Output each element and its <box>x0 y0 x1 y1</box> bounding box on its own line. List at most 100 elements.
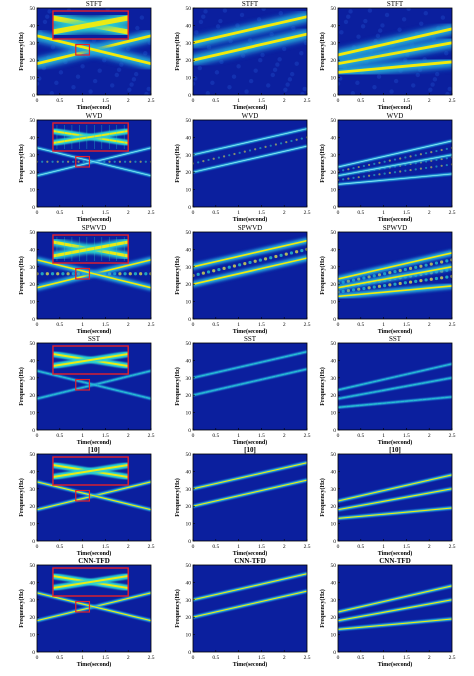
x-tick-label: 1.5 <box>403 322 410 328</box>
cross-term-dot <box>408 266 413 270</box>
tick-labels: 0 0.5 1 1.5 2 2.5 0 10 20 30 40 50 <box>30 118 155 216</box>
noise-speckle <box>139 15 145 20</box>
ridge-component-2 <box>338 37 452 69</box>
x-tick-label: 2 <box>283 433 286 439</box>
y-tick-label: 10 <box>30 188 36 194</box>
y-tick-label: 20 <box>186 170 192 176</box>
noise-speckle <box>218 18 223 24</box>
x-tick-label: 2.5 <box>449 655 456 661</box>
cross-term-dot <box>445 259 449 263</box>
cross-term-dot <box>434 276 439 281</box>
panel-title: SPWVD <box>383 224 408 232</box>
cross-term-dot <box>440 164 443 167</box>
cross-term-dot <box>398 281 402 286</box>
y-tick-label: 20 <box>331 504 337 510</box>
x-tick-label: 0 <box>337 655 340 661</box>
cross-term-dot <box>435 165 438 168</box>
cross-term-dot <box>300 248 304 253</box>
cross-term-dot <box>440 276 444 280</box>
y-tick-label: 50 <box>30 6 36 12</box>
cross-term-dot <box>414 279 418 283</box>
tick-labels: 0 0.5 1 1.5 2 2.5 0 10 20 30 40 50 <box>30 563 155 661</box>
cross-term-dot <box>274 254 278 259</box>
panel-1-3: STFT 0 0.5 1 1.5 2 2.5 0 10 20 30 40 50 Time(second) F… <box>319 0 456 111</box>
y-axis-label: Frequency(Hz) <box>319 32 326 71</box>
y-tick-label: 20 <box>331 58 337 64</box>
y-tick-label: 10 <box>30 522 36 528</box>
cross-term-dot <box>362 164 366 168</box>
noise-speckle <box>350 91 356 95</box>
cross-term-dot <box>362 175 366 178</box>
noise-speckle <box>126 46 131 52</box>
noise-speckle <box>261 8 266 12</box>
x-tick-label: 0.5 <box>212 98 219 104</box>
y-tick-label: 40 <box>30 23 36 29</box>
noise-speckle <box>272 67 278 72</box>
x-tick-label: 1.5 <box>403 210 410 216</box>
cross-term-dot <box>362 276 366 280</box>
y-tick-label: 40 <box>186 469 192 475</box>
noise-speckle <box>147 40 151 45</box>
x-axis-label: Time(second) <box>378 216 413 223</box>
noise-speckle <box>445 91 450 95</box>
cross-term-dot <box>279 142 283 145</box>
x-tick-label: 2.5 <box>304 655 311 661</box>
x-tick-label: 2 <box>428 322 431 328</box>
x-tick-label: 2.5 <box>148 544 155 550</box>
cross-term-dot <box>238 151 241 154</box>
cross-term-dot <box>248 149 252 152</box>
y-tick-label: 40 <box>30 135 36 141</box>
tick-labels: 0 0.5 1 1.5 2 2.5 0 10 20 30 40 50 <box>30 6 155 104</box>
inset-ridge-core <box>52 575 129 589</box>
cross-term-dot <box>139 272 143 276</box>
ridge-component-2 <box>193 350 307 380</box>
noise-speckle <box>227 84 232 90</box>
cross-term-dot <box>51 160 54 163</box>
cross-term-dot <box>414 168 417 171</box>
noise-speckle <box>210 80 215 86</box>
noise-speckle <box>116 67 122 72</box>
x-tick-label: 1.5 <box>102 98 109 104</box>
ridge-component-3 <box>338 473 452 503</box>
x-tick-label: 2.5 <box>148 433 155 439</box>
cross-term-dot <box>71 272 75 276</box>
heatmap-plot-area <box>193 127 307 174</box>
panel-6-2: CNN-TFD 0 0.5 1 1.5 2 2.5 0 10 20 30 40 50 Time(secon… <box>174 557 311 668</box>
cross-term-dot <box>373 162 376 165</box>
y-tick-label: 40 <box>186 580 192 586</box>
y-tick-label: 10 <box>331 411 337 417</box>
y-tick-label: 10 <box>331 300 337 306</box>
x-tick-label: 1.5 <box>258 655 265 661</box>
x-tick-label: 1.5 <box>258 433 265 439</box>
cross-term-dot <box>383 160 386 163</box>
heatmap-plot-area <box>338 249 452 300</box>
x-axis-label: Time(second) <box>378 104 413 111</box>
x-tick-label: 0.5 <box>212 544 219 550</box>
noise-speckle <box>411 83 416 88</box>
cross-term-dot <box>300 137 303 140</box>
cross-term-dot <box>424 278 428 282</box>
tick-labels: 0 0.5 1 1.5 2 2.5 0 10 20 30 40 50 <box>331 563 456 661</box>
zoom-region-box <box>75 267 91 280</box>
x-axis-label: Time(second) <box>233 550 268 557</box>
x-axis-label: Time(second) <box>378 661 413 668</box>
cross-term-dot <box>61 272 65 276</box>
noise-speckle <box>294 61 299 66</box>
cross-term-dot <box>202 160 205 163</box>
x-axis-label: Time(second) <box>77 216 112 223</box>
y-tick-label: 0 <box>333 650 336 656</box>
noise-speckle <box>247 37 253 43</box>
x-tick-label: 1 <box>382 98 385 104</box>
noise-speckle <box>235 23 240 28</box>
noise-speckle <box>406 8 411 12</box>
y-tick-label: 10 <box>186 188 192 194</box>
y-tick-label: 30 <box>186 598 192 604</box>
zoom-inset-frame <box>52 234 129 264</box>
heatmap-plot-area <box>37 369 151 400</box>
y-tick-label: 10 <box>331 522 337 528</box>
cross-term-dot <box>424 166 428 170</box>
zoom-region-box <box>75 600 91 613</box>
panel-2-3: WVD 0 0.5 1 1.5 2 2.5 0 10 20 30 40 50 Time(second) Fr… <box>319 112 456 223</box>
y-tick-label: 30 <box>331 153 337 159</box>
x-tick-label: 0 <box>192 544 195 550</box>
